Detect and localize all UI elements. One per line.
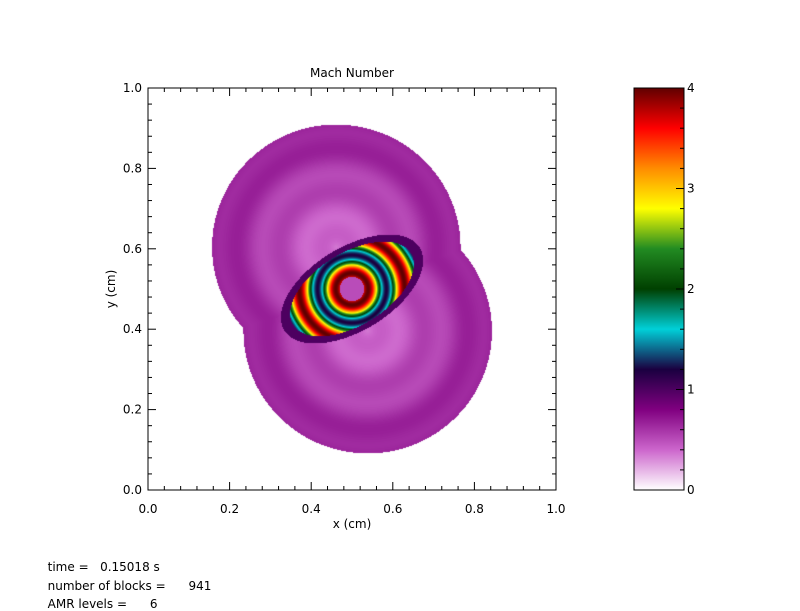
y-tick-label: 0.2 [123, 403, 142, 417]
x-tick-label: 1.0 [546, 502, 565, 516]
amr-label: AMR levels = [47, 597, 128, 611]
x-tick-label: 0.6 [383, 502, 402, 516]
y-axis-label: y (cm) [104, 270, 118, 309]
amr-readout: AMR levels = 6 [40, 583, 158, 611]
colorbar-tick-label: 4 [687, 81, 695, 95]
x-axis-label: x (cm) [333, 517, 372, 531]
colorbar-ticks: 0 1 2 3 4 [676, 81, 695, 497]
plot-frame [147, 87, 557, 491]
x-tick-label: 0.4 [302, 502, 321, 516]
colorbar-tick-label: 1 [687, 383, 695, 397]
colorbar-tick-label: 3 [687, 182, 695, 196]
amr-value: 6 [149, 597, 158, 611]
blocks-value: 941 [188, 579, 212, 593]
axis-ticks: 0.0 0.0 0.2 0.2 0.4 0.4 0.6 0.6 0.8 0.8 1.0 1.0 [123, 81, 566, 516]
y-tick-label: 1.0 [123, 81, 142, 95]
x-tick-label: 0.2 [220, 502, 239, 516]
colorbar-tick-label: 0 [687, 483, 695, 497]
colorbar-tick-label: 2 [687, 282, 695, 296]
time-label: time = [47, 560, 89, 574]
x-tick-label: 0.8 [465, 502, 484, 516]
y-tick-label: 0.4 [123, 322, 142, 336]
y-tick-label: 0.6 [123, 242, 142, 256]
time-value: 0.15018 s [100, 560, 160, 574]
time-readout: time = 0.15018 s [40, 546, 160, 574]
blocks-readout: number of blocks = 941 [40, 565, 212, 593]
chart-title: Mach Number [310, 66, 394, 80]
colorbar [633, 87, 685, 491]
y-tick-label: 0.0 [123, 483, 142, 497]
y-tick-label: 0.8 [123, 161, 142, 175]
blocks-label: number of blocks = [47, 579, 166, 593]
mach-heatmap [148, 88, 556, 490]
x-tick-label: 0.0 [138, 502, 157, 516]
